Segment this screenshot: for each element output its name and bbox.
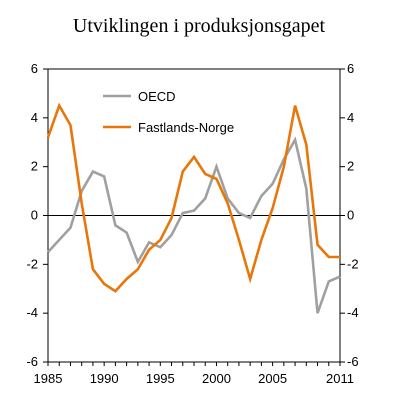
legend-label: Fastlands-Norge	[138, 120, 234, 135]
y-tick-label-right: -4	[347, 305, 359, 320]
y-tick-label-left: -4	[26, 305, 38, 320]
y-tick-label-right: 6	[347, 61, 354, 76]
y-tick-label-left: 4	[31, 110, 38, 125]
y-tick-label-left: -2	[26, 256, 38, 271]
x-tick-label: 1985	[34, 371, 63, 386]
y-tick-label-left: 6	[31, 61, 38, 76]
y-tick-label-left: 0	[31, 208, 38, 223]
series-line-oecd	[47, 136, 341, 314]
x-tick-label: 1995	[146, 371, 175, 386]
chart-title: Utviklingen i produksjonsgapet	[73, 15, 326, 37]
legend-label: OECD	[138, 89, 176, 104]
y-tick-label-left: -6	[26, 354, 38, 369]
y-tick-label-right: 0	[347, 208, 354, 223]
y-tick-label-right: 2	[347, 159, 354, 174]
x-tick-label: 1990	[90, 371, 119, 386]
y-tick-label-right: -6	[347, 354, 359, 369]
x-tick-label: 2000	[202, 371, 231, 386]
plot-area: 6 6 4 4 2 2 0 0 -2 -2 -4 -4 -6 -6 1985 1990 1995 2000 2005…	[26, 61, 358, 386]
y-tick-label-right: -2	[347, 256, 359, 271]
series-line-fastlands-norge	[46, 102, 340, 293]
x-tick-label: 2011	[326, 371, 354, 386]
y-tick-label-right: 4	[347, 110, 354, 125]
y-tick-label-left: 2	[31, 159, 38, 174]
x-tick-label: 2005	[258, 371, 287, 386]
